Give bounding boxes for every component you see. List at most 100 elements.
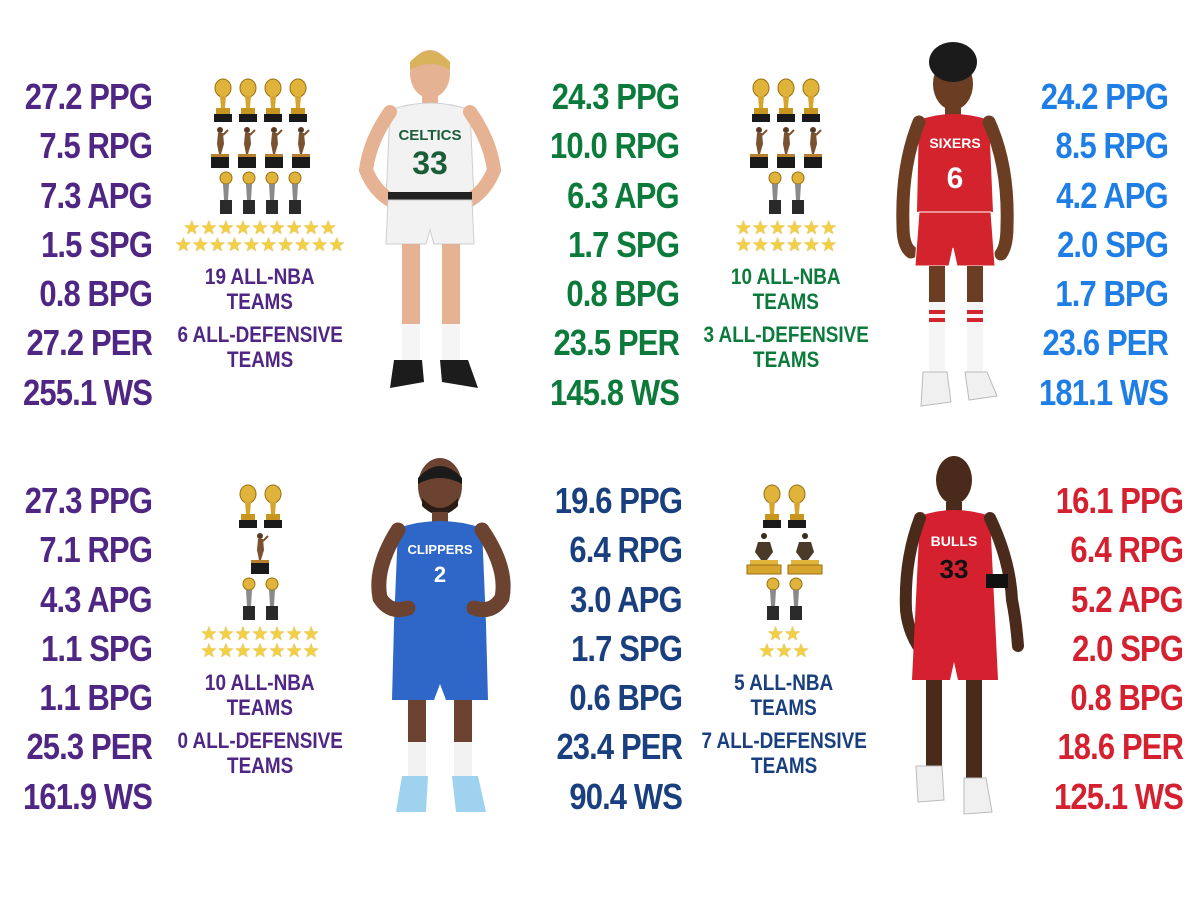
mvp-trophy-icon xyxy=(264,127,283,168)
all-star-icon: ★ xyxy=(768,218,786,239)
championship-row xyxy=(761,484,808,530)
stat-line: 24.2 PPG xyxy=(1040,76,1169,117)
finals-mvp-trophy-icon xyxy=(265,171,278,214)
all-star-icon: ★ xyxy=(183,218,201,239)
dpoy-trophy-icon xyxy=(746,533,781,575)
championship-trophy-icon xyxy=(213,78,232,122)
all-star-row: ★ ★ ★ xyxy=(758,641,810,662)
jersey-team-text: CELTICS xyxy=(398,127,461,144)
player-photo-sixers: SIXERS 6 xyxy=(896,42,1014,407)
championship-row xyxy=(212,78,309,124)
all-star-selections: ★ ★ ★ ★ ★ ★ ★ ★ ★ ★ ★ ★ ★ ★ xyxy=(200,624,320,662)
championship-trophy-icon xyxy=(802,78,820,122)
stat-line: 7.3 APG xyxy=(40,174,152,216)
all-star-icon: ★ xyxy=(208,235,226,256)
championship-trophy-icon xyxy=(787,484,806,528)
all-defensive-teams-label: 3 ALL-DEFENSIVE TEAMS xyxy=(703,322,869,372)
stat-line: 19.6 PPG xyxy=(554,480,683,521)
all-star-icon: ★ xyxy=(792,641,810,662)
mvp-row xyxy=(248,530,272,576)
mvp-trophy-icon xyxy=(251,533,269,574)
all-star-row: ★ ★ ★ ★ ★ ★ ★ xyxy=(200,624,320,645)
all-star-row: ★ ★ xyxy=(766,624,801,645)
stat-line: 10.0 RPG xyxy=(549,125,680,167)
all-star-icon: ★ xyxy=(285,641,303,662)
championship-trophy-icon xyxy=(752,78,770,122)
stat-line: 4.3 APG xyxy=(40,578,152,620)
stat-line: 24.3 PPG xyxy=(551,76,680,117)
all-defensive-teams-label: 6 ALL-DEFENSIVE TEAMS xyxy=(177,322,343,372)
stat-line: 181.1 WS xyxy=(1038,371,1169,413)
finals-mvp-trophy-icon xyxy=(288,171,301,214)
all-star-row: ★ ★ ★ ★ ★ ★ ★ ★ ★ xyxy=(183,218,336,239)
stat-line: 0.8 BPG xyxy=(39,273,153,315)
all-star-icon: ★ xyxy=(302,624,320,645)
player-photo-clippers: CLIPPERS 2 xyxy=(371,458,511,812)
player-photo-bulls: BULLS 33 xyxy=(899,456,1024,815)
mvp-trophy-icon xyxy=(750,127,768,168)
all-nba-teams-label: 10 ALL-NBA TEAMS xyxy=(731,264,841,314)
stat-line: 2.0 SPG xyxy=(1071,627,1184,669)
mvp-trophy-icon xyxy=(777,127,795,168)
stat-line: 0.8 BPG xyxy=(1070,677,1184,719)
jersey-team-text: SIXERS xyxy=(929,135,980,151)
jersey-number-text: 6 xyxy=(947,162,964,195)
all-star-row: ★ ★ ★ ★ ★ ★ ★ ★ ★ ★ xyxy=(175,235,345,256)
jersey-number-text: 33 xyxy=(940,554,969,584)
all-star-icon: ★ xyxy=(234,624,252,645)
stats-center-bottom: 19.6 PPG 6.4 RPG 3.0 APG 1.7 SPG 0.6 BPG 23.4… xyxy=(492,476,683,821)
finals-mvp-row xyxy=(763,576,806,622)
stat-line: 25.3 PER xyxy=(26,726,153,768)
stat-line: 161.9 WS xyxy=(22,775,153,817)
all-defensive-teams-label: 0 ALL-DEFENSIVE TEAMS xyxy=(177,728,343,778)
mvp-trophy-icon xyxy=(237,127,256,168)
championship-trophy-icon xyxy=(238,484,257,528)
jersey-number-text: 33 xyxy=(412,145,448,181)
all-star-selections: ★ ★ ★ ★ ★ ★ ★ ★ ★ ★ ★ ★ ★ ★ ★ ★ ★ ★ ★ xyxy=(175,218,345,256)
finals-mvp-trophy-icon xyxy=(789,577,802,620)
finals-mvp-trophy-icon xyxy=(242,171,255,214)
all-star-row: ★ ★ ★ ★ ★ ★ xyxy=(735,235,837,256)
all-star-icon: ★ xyxy=(302,641,320,662)
all-star-icon: ★ xyxy=(234,218,252,239)
all-star-icon: ★ xyxy=(294,235,312,256)
stat-line: 6.4 RPG xyxy=(569,529,683,571)
all-star-icon: ★ xyxy=(285,218,303,239)
player-photo-celtics: CELTICS 33 xyxy=(358,50,502,388)
all-star-icon: ★ xyxy=(803,235,821,256)
all-star-icon: ★ xyxy=(251,218,269,239)
dpoy-trophy-icon xyxy=(787,533,822,575)
all-star-icon: ★ xyxy=(820,218,838,239)
all-star-icon: ★ xyxy=(751,235,769,256)
all-star-icon: ★ xyxy=(302,218,320,239)
stat-line: 8.5 RPG xyxy=(1055,125,1169,167)
championship-trophy-icon xyxy=(777,78,795,122)
all-star-icon: ★ xyxy=(268,218,286,239)
all-star-icon: ★ xyxy=(200,218,218,239)
championship-trophy-icon xyxy=(263,78,282,122)
stat-line: 1.1 SPG xyxy=(40,627,153,669)
mvp-trophy-icon xyxy=(291,127,310,168)
all-star-icon: ★ xyxy=(234,641,252,662)
championship-trophy-icon xyxy=(288,78,307,122)
all-star-icon: ★ xyxy=(191,235,209,256)
all-star-icon: ★ xyxy=(242,235,260,256)
championship-row xyxy=(750,78,822,124)
stats-right-top: 24.2 PPG 8.5 RPG 4.2 APG 2.0 SPG 1.7 BPG 23.6… xyxy=(978,72,1169,417)
all-star-icon: ★ xyxy=(200,624,218,645)
stat-line: 27.3 PPG xyxy=(24,480,153,521)
all-star-icon: ★ xyxy=(285,624,303,645)
stat-line: 90.4 WS xyxy=(569,775,683,817)
all-star-icon: ★ xyxy=(217,218,235,239)
championship-row xyxy=(237,484,284,530)
all-star-icon: ★ xyxy=(268,624,286,645)
all-star-icon: ★ xyxy=(766,624,784,645)
stat-line: 27.2 PER xyxy=(26,322,153,364)
all-star-icon: ★ xyxy=(225,235,243,256)
all-star-icon: ★ xyxy=(217,624,235,645)
stat-line: 23.5 PER xyxy=(553,322,680,364)
all-star-icon: ★ xyxy=(775,641,793,662)
all-nba-teams-label: 5 ALL-NBA TEAMS xyxy=(734,670,834,720)
all-star-icon: ★ xyxy=(251,624,269,645)
all-star-row: ★ ★ ★ ★ ★ ★ ★ xyxy=(200,641,320,662)
